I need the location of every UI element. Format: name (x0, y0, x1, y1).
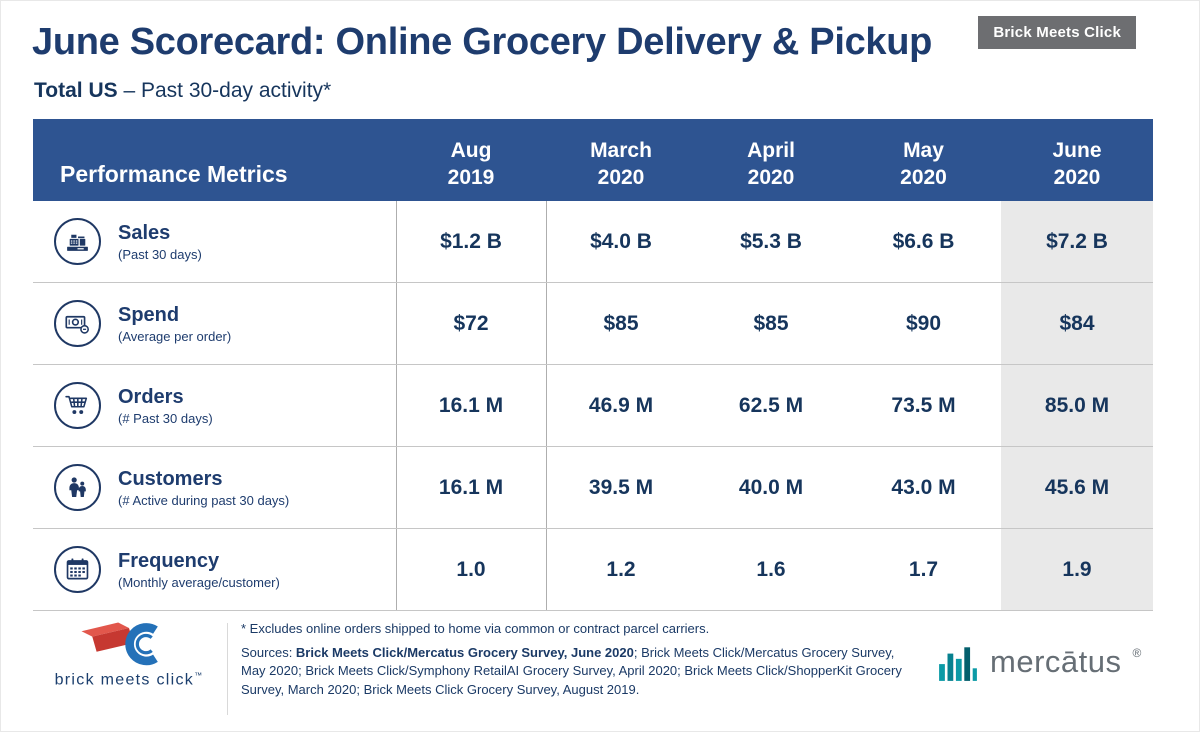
sources-rest: ; Brick Meets Click/Mercatus Grocery Sur… (241, 645, 902, 697)
column-header-june-2020: June 2020 (1001, 119, 1153, 201)
table-body: Sales (Past 30 days) $1.2 B $4.0 B $5.3 … (33, 201, 1153, 611)
value-cell: 39.5 M (588, 475, 654, 499)
table-row-orders: Orders (# Past 30 days) 16.1 M 46.9 M 62… (33, 365, 1153, 447)
value-cell: $5.3 B (740, 229, 802, 253)
column-header-month: June (1052, 139, 1102, 162)
value-cell: $6.6 B (892, 229, 955, 253)
table-row-sales: Sales (Past 30 days) $1.2 B $4.0 B $5.3 … (33, 201, 1153, 283)
brick-meets-click-logo: brick meets click™ (37, 617, 221, 689)
customers-icon (54, 464, 101, 511)
metric-cell: Customers (# Active during past 30 days) (33, 447, 396, 528)
column-header-year: 2020 (1053, 166, 1101, 189)
value-cell: $4.0 B (590, 229, 652, 253)
brand-badge: Brick Meets Click (978, 16, 1136, 49)
value-cell: 45.6 M (1044, 475, 1110, 499)
metric-label: Customers (118, 468, 223, 490)
value-cell: $72 (453, 311, 489, 335)
metric-sublabel: (# Active during past 30 days) (118, 493, 290, 508)
value-cell: 16.1 M (438, 393, 504, 417)
value-cell: 85.0 M (1044, 393, 1110, 417)
metric-sublabel: (# Past 30 days) (118, 411, 213, 426)
mercatus-logo: mercātus ® (937, 641, 1141, 683)
column-header-month: April (747, 139, 795, 162)
metrics-table: Performance Metrics Aug 2019 March 2020 … (33, 119, 1153, 611)
metric-label: Spend (118, 304, 180, 326)
footer-notes: * Excludes online orders shipped to home… (241, 621, 919, 699)
value-cell: 1.0 (456, 557, 486, 581)
table-row-customers: Customers (# Active during past 30 days)… (33, 447, 1153, 529)
metric-text: Frequency (Monthly average/customer) (118, 549, 280, 590)
value-cell: 1.6 (756, 557, 786, 581)
value-cell: $85 (753, 311, 789, 335)
page-subtitle: Total US – Past 30-day activity* (34, 79, 331, 103)
value-cell: 73.5 M (891, 393, 956, 417)
subtitle-scope: Total US (34, 79, 118, 102)
metric-sublabel: (Monthly average/customer) (118, 575, 280, 590)
value-cell: 1.9 (1062, 557, 1092, 581)
metric-text: Spend (Average per order) (118, 303, 231, 344)
value-cell: 43.0 M (891, 475, 956, 499)
metric-text: Sales (Past 30 days) (118, 221, 202, 262)
cash-register-icon (54, 218, 101, 265)
column-divider (396, 201, 397, 611)
sources-text: Sources: Brick Meets Click/Mercatus Groc… (241, 644, 919, 699)
sources-primary: Brick Meets Click/Mercatus Grocery Surve… (295, 645, 634, 660)
column-header-april-2020: April 2020 (696, 119, 846, 201)
value-cell: $90 (905, 311, 942, 335)
metric-text: Orders (# Past 30 days) (118, 385, 213, 426)
column-header-may-2020: May 2020 (846, 119, 1001, 201)
value-cell: $84 (1059, 311, 1095, 335)
table-row-frequency: Frequency (Monthly average/customer) 1.0… (33, 529, 1153, 611)
brick-meets-click-mark-icon (81, 622, 158, 666)
mercatus-wordmark: mercātus (990, 644, 1122, 679)
column-header-march-2020: March 2020 (546, 119, 696, 201)
column-header-metrics: Performance Metrics (60, 161, 288, 187)
value-cell: 62.5 M (738, 393, 804, 417)
page-title: June Scorecard: Online Grocery Delivery … (32, 21, 933, 63)
table-row-spend: Spend (Average per order) $72 $85 $85 $9… (33, 283, 1153, 365)
metric-cell: Frequency (Monthly average/customer) (33, 529, 396, 610)
metric-label: Orders (118, 386, 184, 408)
value-cell: 1.7 (908, 557, 939, 581)
brick-meets-click-wordmark: brick meets click™ (55, 671, 204, 689)
value-cell: 46.9 M (588, 393, 654, 417)
sources-label: Sources: (241, 645, 296, 660)
value-cell: $7.2 B (1046, 229, 1108, 253)
shopping-cart-icon (54, 382, 101, 429)
value-cell: 1.2 (606, 557, 636, 581)
mercatus-mark-icon (939, 647, 977, 681)
column-header-year: 2019 (447, 166, 495, 189)
trademark-symbol: ™ (194, 671, 204, 680)
metric-sublabel: (Average per order) (118, 329, 232, 344)
metric-cell: Sales (Past 30 days) (33, 201, 396, 282)
metric-cell: Spend (Average per order) (33, 283, 396, 364)
column-header-year: 2020 (747, 166, 795, 189)
value-cell: $1.2 B (440, 229, 502, 253)
calendar-icon (54, 546, 101, 593)
column-header-year: 2020 (900, 166, 947, 189)
footer-divider (227, 623, 228, 715)
table-header-row: Performance Metrics Aug 2019 March 2020 … (33, 119, 1153, 201)
value-cell: 16.1 M (438, 475, 504, 499)
brick-wordmark-text: brick meets click (54, 671, 195, 689)
value-cell: $85 (603, 311, 639, 335)
metric-label: Frequency (118, 550, 220, 572)
column-header-aug-2019: Aug 2019 (396, 119, 546, 201)
column-header-month: May (903, 139, 944, 162)
metric-text: Customers (# Active during past 30 days) (118, 467, 289, 508)
column-header-month: Aug (450, 139, 492, 162)
metric-label: Sales (118, 222, 171, 244)
column-header-month: March (590, 139, 652, 162)
metric-cell: Orders (# Past 30 days) (33, 365, 396, 446)
metric-sublabel: (Past 30 days) (118, 247, 202, 262)
column-divider (546, 201, 547, 611)
footnote: * Excludes online orders shipped to home… (241, 621, 710, 636)
column-header-year: 2020 (597, 166, 645, 189)
registered-symbol: ® (1132, 646, 1142, 660)
value-cell: 40.0 M (738, 475, 804, 499)
subtitle-detail: – Past 30-day activity* (117, 79, 332, 102)
money-icon (54, 300, 101, 347)
june-column-highlight (1001, 201, 1153, 611)
